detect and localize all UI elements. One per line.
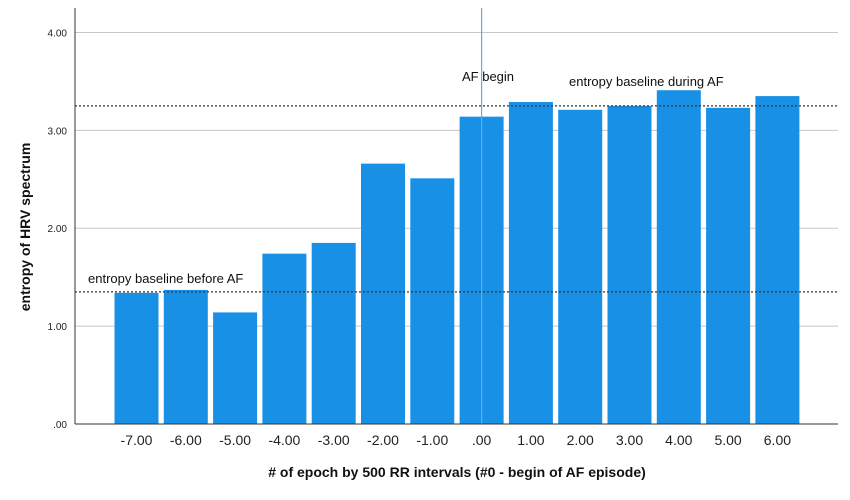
x-tick-label: -4.00 xyxy=(268,432,300,448)
bar xyxy=(114,292,159,424)
bar xyxy=(755,96,800,424)
x-tick-label: 2.00 xyxy=(567,432,594,448)
baseline-label: entropy baseline during AF xyxy=(569,74,724,89)
bar xyxy=(607,105,652,424)
bar xyxy=(508,101,553,425)
x-tick-label: -7.00 xyxy=(121,432,153,448)
x-tick-label: 5.00 xyxy=(714,432,741,448)
af-begin-label: AF begin xyxy=(462,69,514,84)
y-tick-labels: .00 1.00 2.00 3.00 4.00 xyxy=(48,28,68,431)
y-tick-label: 2.00 xyxy=(48,224,68,235)
bar xyxy=(558,109,603,425)
x-tick-label: 6.00 xyxy=(764,432,791,448)
bar xyxy=(410,178,455,424)
bar xyxy=(213,312,258,424)
reference-lines: entropy baseline before AF entropy baseli… xyxy=(75,8,838,424)
y-tick-label: 3.00 xyxy=(48,126,68,137)
bar xyxy=(361,163,405,424)
y-tick-label: 4.00 xyxy=(48,28,68,39)
bar xyxy=(311,242,356,424)
bar xyxy=(163,289,208,424)
x-tick-label: -5.00 xyxy=(219,432,251,448)
x-tick-label: -1.00 xyxy=(416,432,448,448)
x-tick-label: 4.00 xyxy=(665,432,692,448)
x-axis-title: # of epoch by 500 RR intervals (#0 - beg… xyxy=(268,464,646,480)
x-tick-label: -2.00 xyxy=(367,432,399,448)
axes xyxy=(74,8,838,425)
y-tick-label: 1.00 xyxy=(48,322,68,333)
bar xyxy=(656,90,701,424)
baseline-label: entropy baseline before AF xyxy=(88,271,243,286)
x-tick-labels: -7.00 -6.00 -5.00 -4.00 -3.00 -2.00 -1.00 .00 1.… xyxy=(121,432,792,448)
bar xyxy=(262,253,307,424)
x-tick-label: .00 xyxy=(472,432,492,448)
y-axis-title: entropy of HRV spectrum xyxy=(17,143,33,312)
bars xyxy=(114,90,800,425)
x-tick-label: -6.00 xyxy=(170,432,202,448)
x-tick-label: 1.00 xyxy=(517,432,544,448)
y-tick-label: .00 xyxy=(53,420,67,431)
x-tick-label: 3.00 xyxy=(616,432,643,448)
x-tick-label: -3.00 xyxy=(318,432,350,448)
bar xyxy=(706,107,751,424)
